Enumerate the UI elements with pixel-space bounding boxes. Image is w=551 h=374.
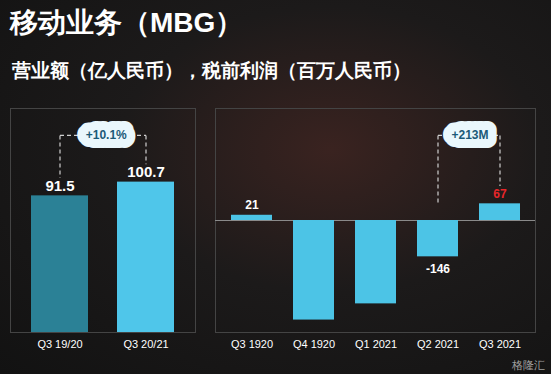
svg-text:+10.1%: +10.1% <box>86 128 127 142</box>
html-text:移动业务（MBG）: 移动业务（MBG） <box>10 7 244 38</box>
svg-text:+213M: +213M <box>451 128 488 142</box>
svg-text:Q3 20/21: Q3 20/21 <box>123 338 168 350</box>
svg-text:-146: -146 <box>426 262 450 276</box>
svg-text:Q2 2021: Q2 2021 <box>417 338 459 350</box>
svg-text:Q3 1920: Q3 1920 <box>231 338 273 350</box>
svg-text:Q3 2021: Q3 2021 <box>479 338 521 350</box>
svg-text:91.5: 91.5 <box>45 177 74 194</box>
svg-text:Q4 1920: Q4 1920 <box>293 338 335 350</box>
svg-text:21: 21 <box>245 198 259 212</box>
svg-text:Q3 19/20: Q3 19/20 <box>37 338 82 350</box>
svg-text:Q1 2021: Q1 2021 <box>355 338 397 350</box>
html-text:格隆汇: 格隆汇 <box>512 359 545 371</box>
svg-text:67: 67 <box>493 187 507 201</box>
svg-text:100.7: 100.7 <box>127 163 165 180</box>
html-text:营业额（亿人民币），税前利润（百万人民币）: 营业额（亿人民币），税前利润（百万人民币） <box>12 60 411 81</box>
